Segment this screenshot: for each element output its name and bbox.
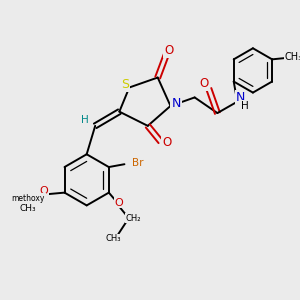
Text: O: O — [162, 136, 171, 149]
Text: methoxy: methoxy — [12, 194, 45, 203]
Text: CH₂: CH₂ — [125, 214, 141, 223]
Text: O: O — [164, 44, 173, 57]
Text: N: N — [236, 91, 245, 104]
Text: CH₃: CH₃ — [284, 52, 300, 61]
Text: Br: Br — [132, 158, 144, 168]
Text: O: O — [39, 186, 48, 196]
Text: O: O — [114, 198, 123, 208]
Text: CH₃: CH₃ — [19, 204, 36, 213]
Text: S: S — [121, 78, 129, 91]
Text: N: N — [172, 97, 181, 110]
Text: CH₃: CH₃ — [106, 234, 122, 243]
Text: H: H — [81, 115, 89, 125]
Text: H: H — [242, 101, 249, 111]
Text: O: O — [199, 77, 208, 90]
